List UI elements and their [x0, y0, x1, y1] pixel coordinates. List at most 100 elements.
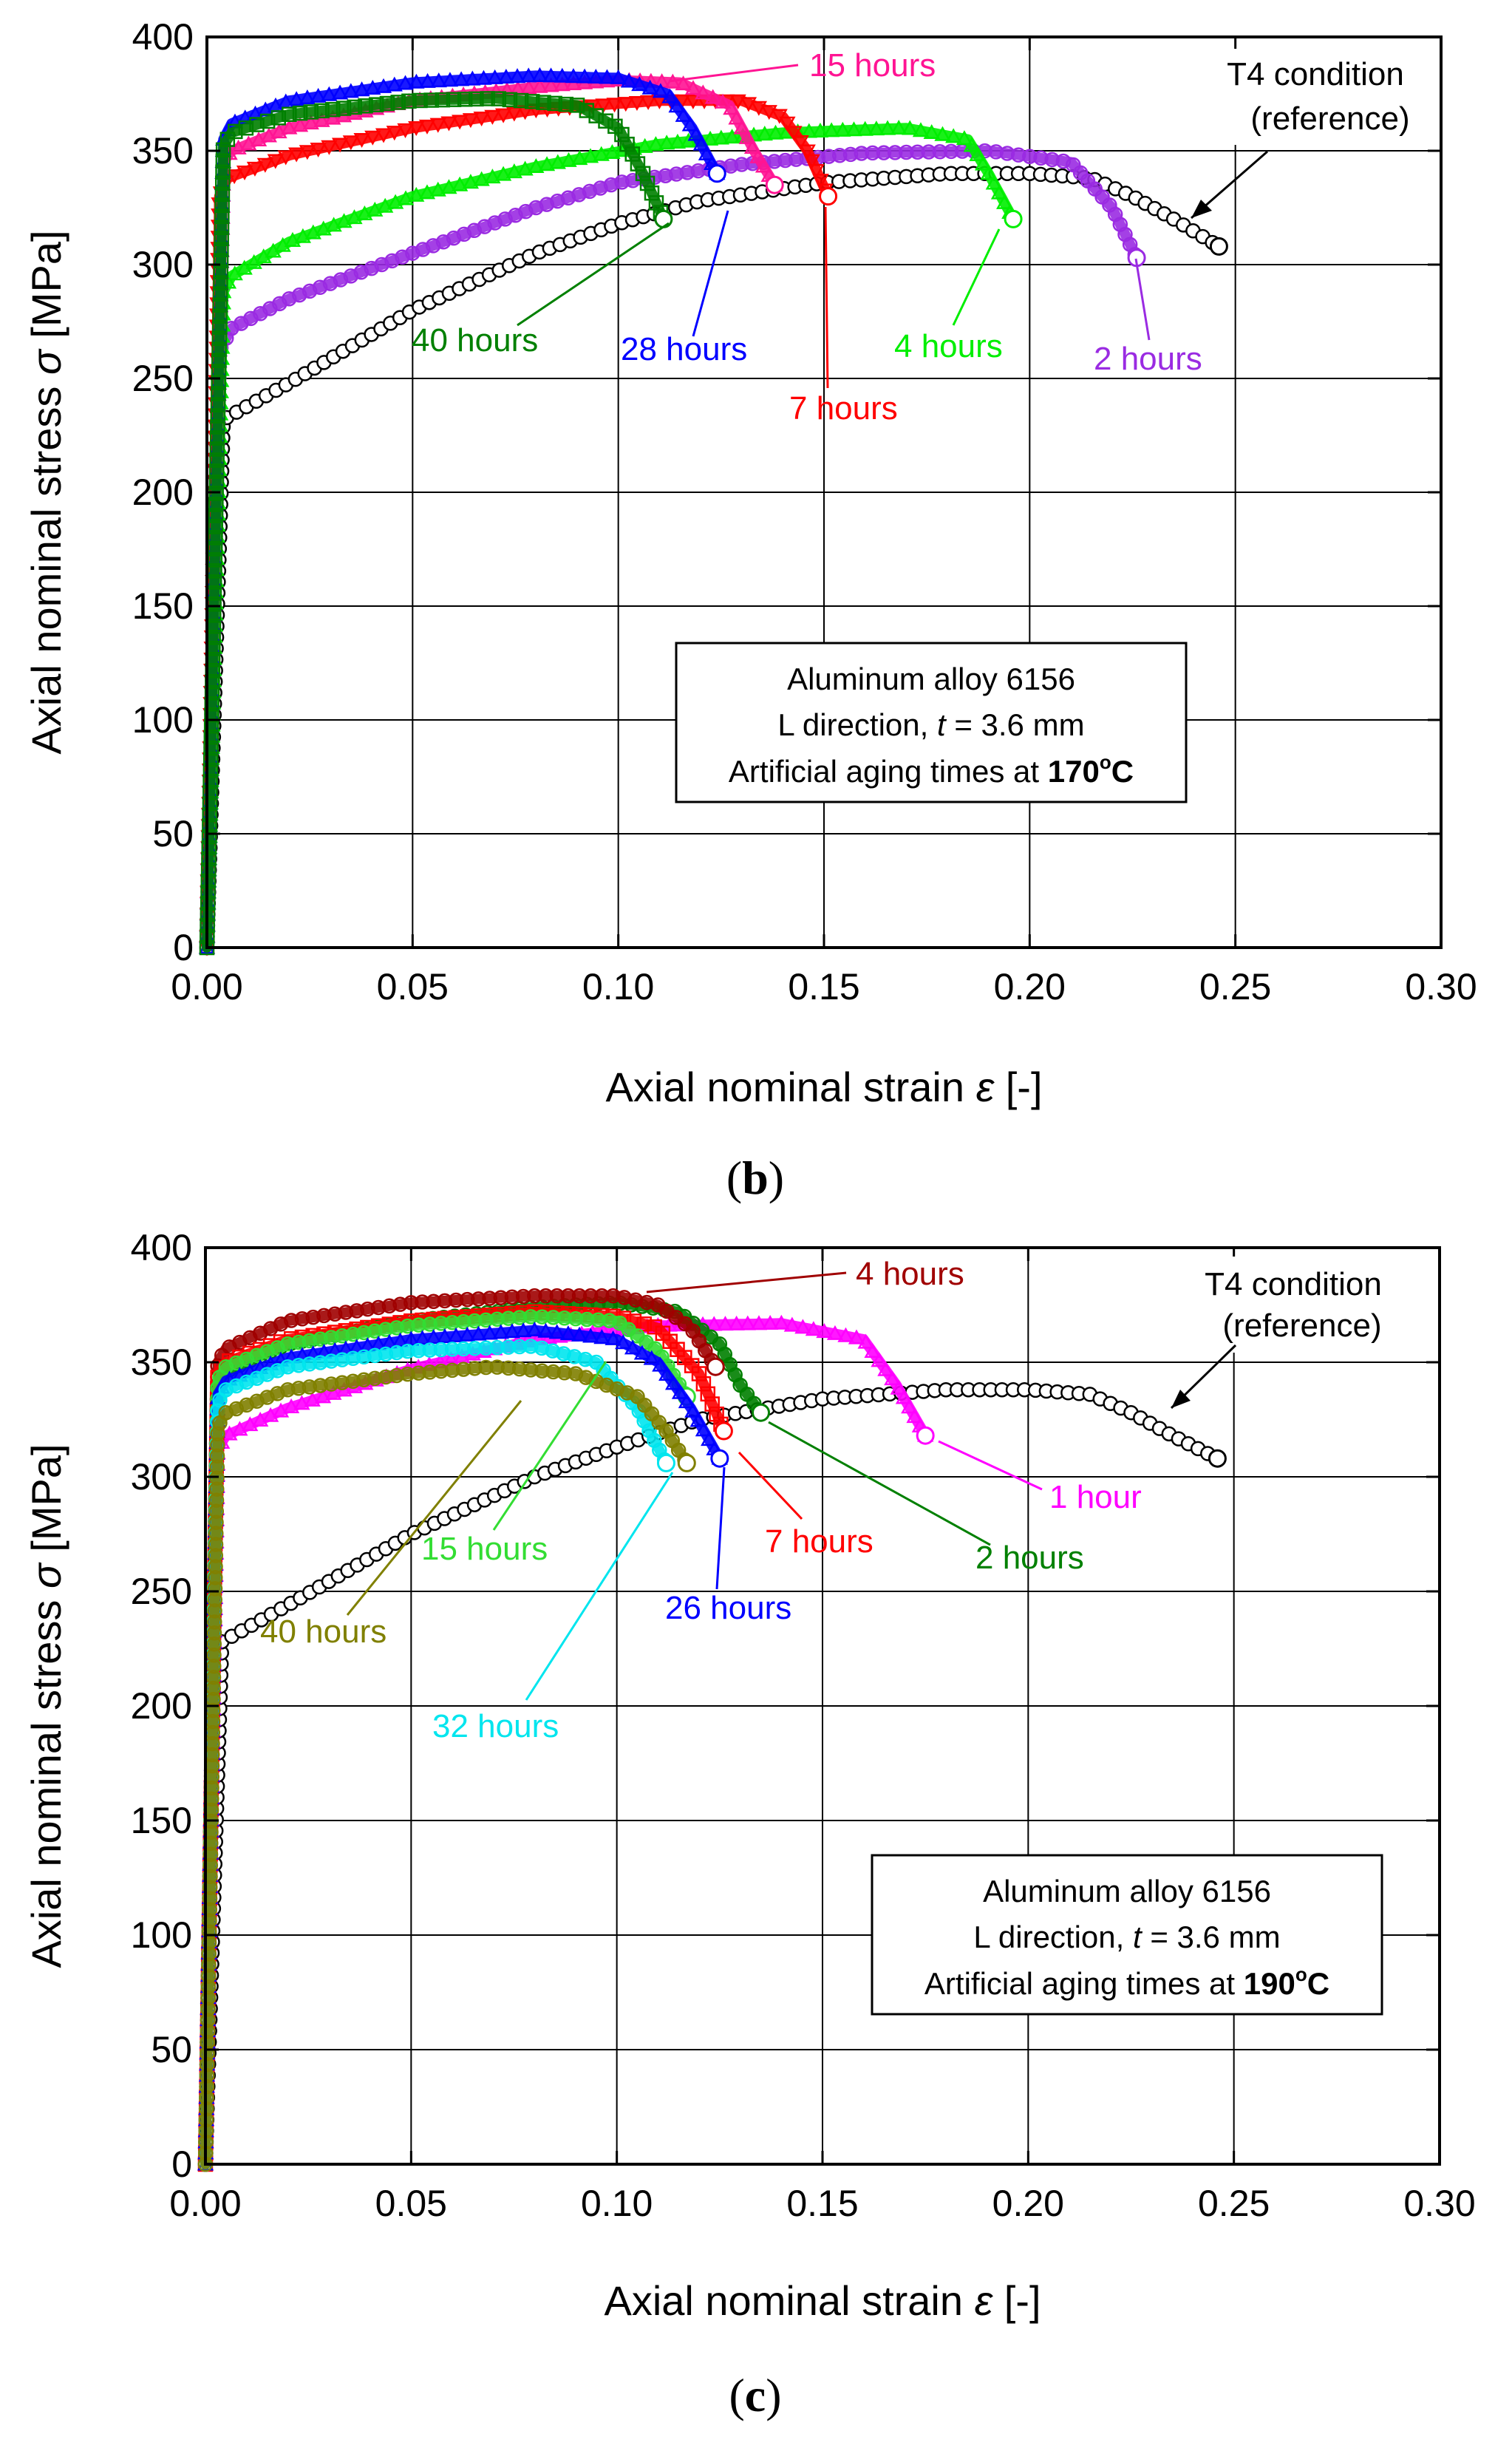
caption-c-letter: c — [745, 2369, 766, 2421]
data-point-c-15-hours — [500, 1311, 517, 1326]
data-point-c-40-hours — [209, 1448, 225, 1464]
data-point-b-40-hours — [211, 386, 226, 401]
series-line-b-7-hours — [202, 95, 834, 953]
data-point-c-1-hour — [895, 1389, 913, 1404]
data-point-b-7-hours — [595, 98, 612, 114]
annotation-b-4-hours-arrow — [952, 228, 1001, 326]
data-point-c-40-hours — [280, 1381, 296, 1398]
annotation-c-7-hours-arrow — [738, 1451, 803, 1520]
data-point-b-15-hours — [728, 109, 745, 125]
data-point-c-15-hours — [602, 1313, 617, 1328]
annotation-c-40-hours: 40 hours — [260, 1614, 386, 1650]
data-point-b-40-hours — [547, 95, 562, 112]
annotations-c: 4 hours 15 hours 40 hours 7 hours 2 hour… — [260, 1256, 1142, 1744]
data-point-c-32-hours — [534, 1340, 550, 1356]
data-point-b-2-hours — [343, 268, 359, 284]
data-point-b-4-hours — [571, 150, 588, 166]
data-point-b-4-hours — [890, 119, 907, 135]
data-point-c-4-hours — [515, 1288, 531, 1305]
data-point-c-32-hours — [259, 1367, 275, 1382]
data-point-c-7-hours — [704, 1396, 720, 1412]
data-point-c-15-hours — [467, 1313, 483, 1329]
legend-box-b-line2-var: t — [937, 707, 947, 742]
data-point-c-40-hours — [207, 1592, 223, 1608]
data-point-c-4-hours — [448, 1292, 464, 1308]
data-point-c-15-hours — [270, 1340, 285, 1356]
data-point-c-40-hours — [201, 1946, 217, 1962]
x-tick-label-c: 0.20 — [992, 2183, 1064, 2224]
data-point-b-4-hours — [473, 171, 490, 186]
data-point-c-1-hour — [783, 1316, 800, 1332]
data-point-b-15-hours — [281, 119, 298, 135]
data-point-b-4-hours — [811, 122, 829, 137]
annotation-b-4-hours: 4 hours — [894, 328, 1003, 364]
data-point-c-15-hours — [590, 1312, 606, 1328]
data-point-b-2-hours — [571, 187, 587, 203]
data-point-b-15-hours — [738, 129, 755, 144]
annotations-b: 15 hours 40 hours 28 hours 7 hours 4 hou… — [412, 47, 1202, 426]
x-axis-label-c-text: Axial nominal strain — [604, 2277, 974, 2324]
data-point-b-4-hours — [462, 174, 480, 189]
legend-box-c-temp: 190 — [1244, 1966, 1295, 2001]
data-point-b-40-hours — [213, 275, 228, 290]
data-point-b-2-hours — [832, 148, 848, 163]
data-point-c-26-hours — [447, 1327, 465, 1342]
data-point-b-40-hours — [435, 92, 451, 108]
data-point-c-32-hours — [567, 1349, 582, 1364]
x-tick-label-c: 0.05 — [375, 2183, 447, 2224]
reference-arrow-c-head — [1171, 1390, 1191, 1408]
data-point-b-15-hours — [714, 93, 732, 109]
data-point-c-15-hours — [523, 1309, 539, 1325]
data-point-b-15-hours — [723, 100, 740, 115]
data-point-c-32-hours — [489, 1339, 505, 1356]
data-point-b-7-hours — [750, 101, 767, 116]
data-point-b-2-hours — [854, 146, 870, 161]
data-point-b-4-hours — [945, 128, 962, 143]
caption-b-letter: b — [742, 1152, 769, 1204]
data-point-c-40-hours — [210, 1437, 225, 1453]
reference-label-c-line2: (reference) — [1222, 1308, 1381, 1344]
data-point-c-40-hours — [378, 1369, 394, 1385]
data-point-b-40-hours — [446, 92, 462, 107]
data-point-b-4-hours — [336, 213, 353, 228]
legend-box-b: Aluminum alloy 6156 L direction, t = 3.6… — [675, 642, 1188, 803]
data-point-b-28-hours — [576, 68, 593, 84]
data-point-b-4-hours — [495, 166, 512, 181]
annotation-c-15-hours: 15 hours — [421, 1531, 548, 1567]
data-point-b-2-hours — [887, 145, 903, 160]
data-point-b-28-hours — [342, 83, 359, 98]
panel-c: 0.00 0.05 0.10 0.15 0.20 0.25 0.30 0 50 100 150 200… — [23, 1227, 1476, 2421]
data-point-c-1-hour — [877, 1361, 894, 1376]
data-point-c-40-hours — [201, 1935, 217, 1951]
data-point-c-40-hours — [345, 1373, 361, 1389]
data-point-c-32-hours — [302, 1356, 318, 1372]
data-point-c-4-hours — [471, 1291, 486, 1307]
data-point-b-28-hours — [397, 75, 414, 90]
data-point-b-40-hours — [202, 751, 219, 767]
data-point-b-7-hours — [786, 126, 803, 141]
data-point-b-28-hours — [681, 116, 698, 132]
data-point-c-26-hours — [671, 1384, 689, 1399]
data-point-b-40-hours — [249, 117, 265, 132]
legend-box-b-deg: o — [1100, 751, 1111, 773]
data-point-b-2-hours — [1044, 152, 1060, 168]
data-point-b-15-hours — [554, 76, 571, 92]
data-point-c-15-hours — [389, 1320, 404, 1336]
data-point-b-40-hours — [214, 186, 231, 203]
data-point-b-15-hours — [260, 127, 277, 143]
data-point-c-40-hours — [228, 1401, 244, 1417]
data-point-b-40-hours — [209, 430, 225, 446]
data-point-c-1-hour — [221, 1425, 238, 1441]
legend-box-b-line3-prefix: Artificial aging times at — [729, 754, 1048, 789]
data-point-b-15-hours — [313, 112, 330, 127]
annotation-b-28-hours: 28 hours — [621, 331, 747, 367]
data-point-b-2-hours — [593, 180, 608, 196]
data-point-b-7-hours — [225, 169, 243, 185]
data-point-b-4-hours — [990, 184, 1008, 200]
data-point-b-4-hours — [934, 126, 951, 141]
data-point-c-26-hours — [605, 1330, 622, 1345]
end-point-c-26-hours — [710, 1449, 729, 1468]
data-point-b-2-hours — [353, 265, 369, 280]
data-point-c-4-hours — [294, 1311, 310, 1327]
data-point-c-40-hours — [200, 1991, 217, 2006]
